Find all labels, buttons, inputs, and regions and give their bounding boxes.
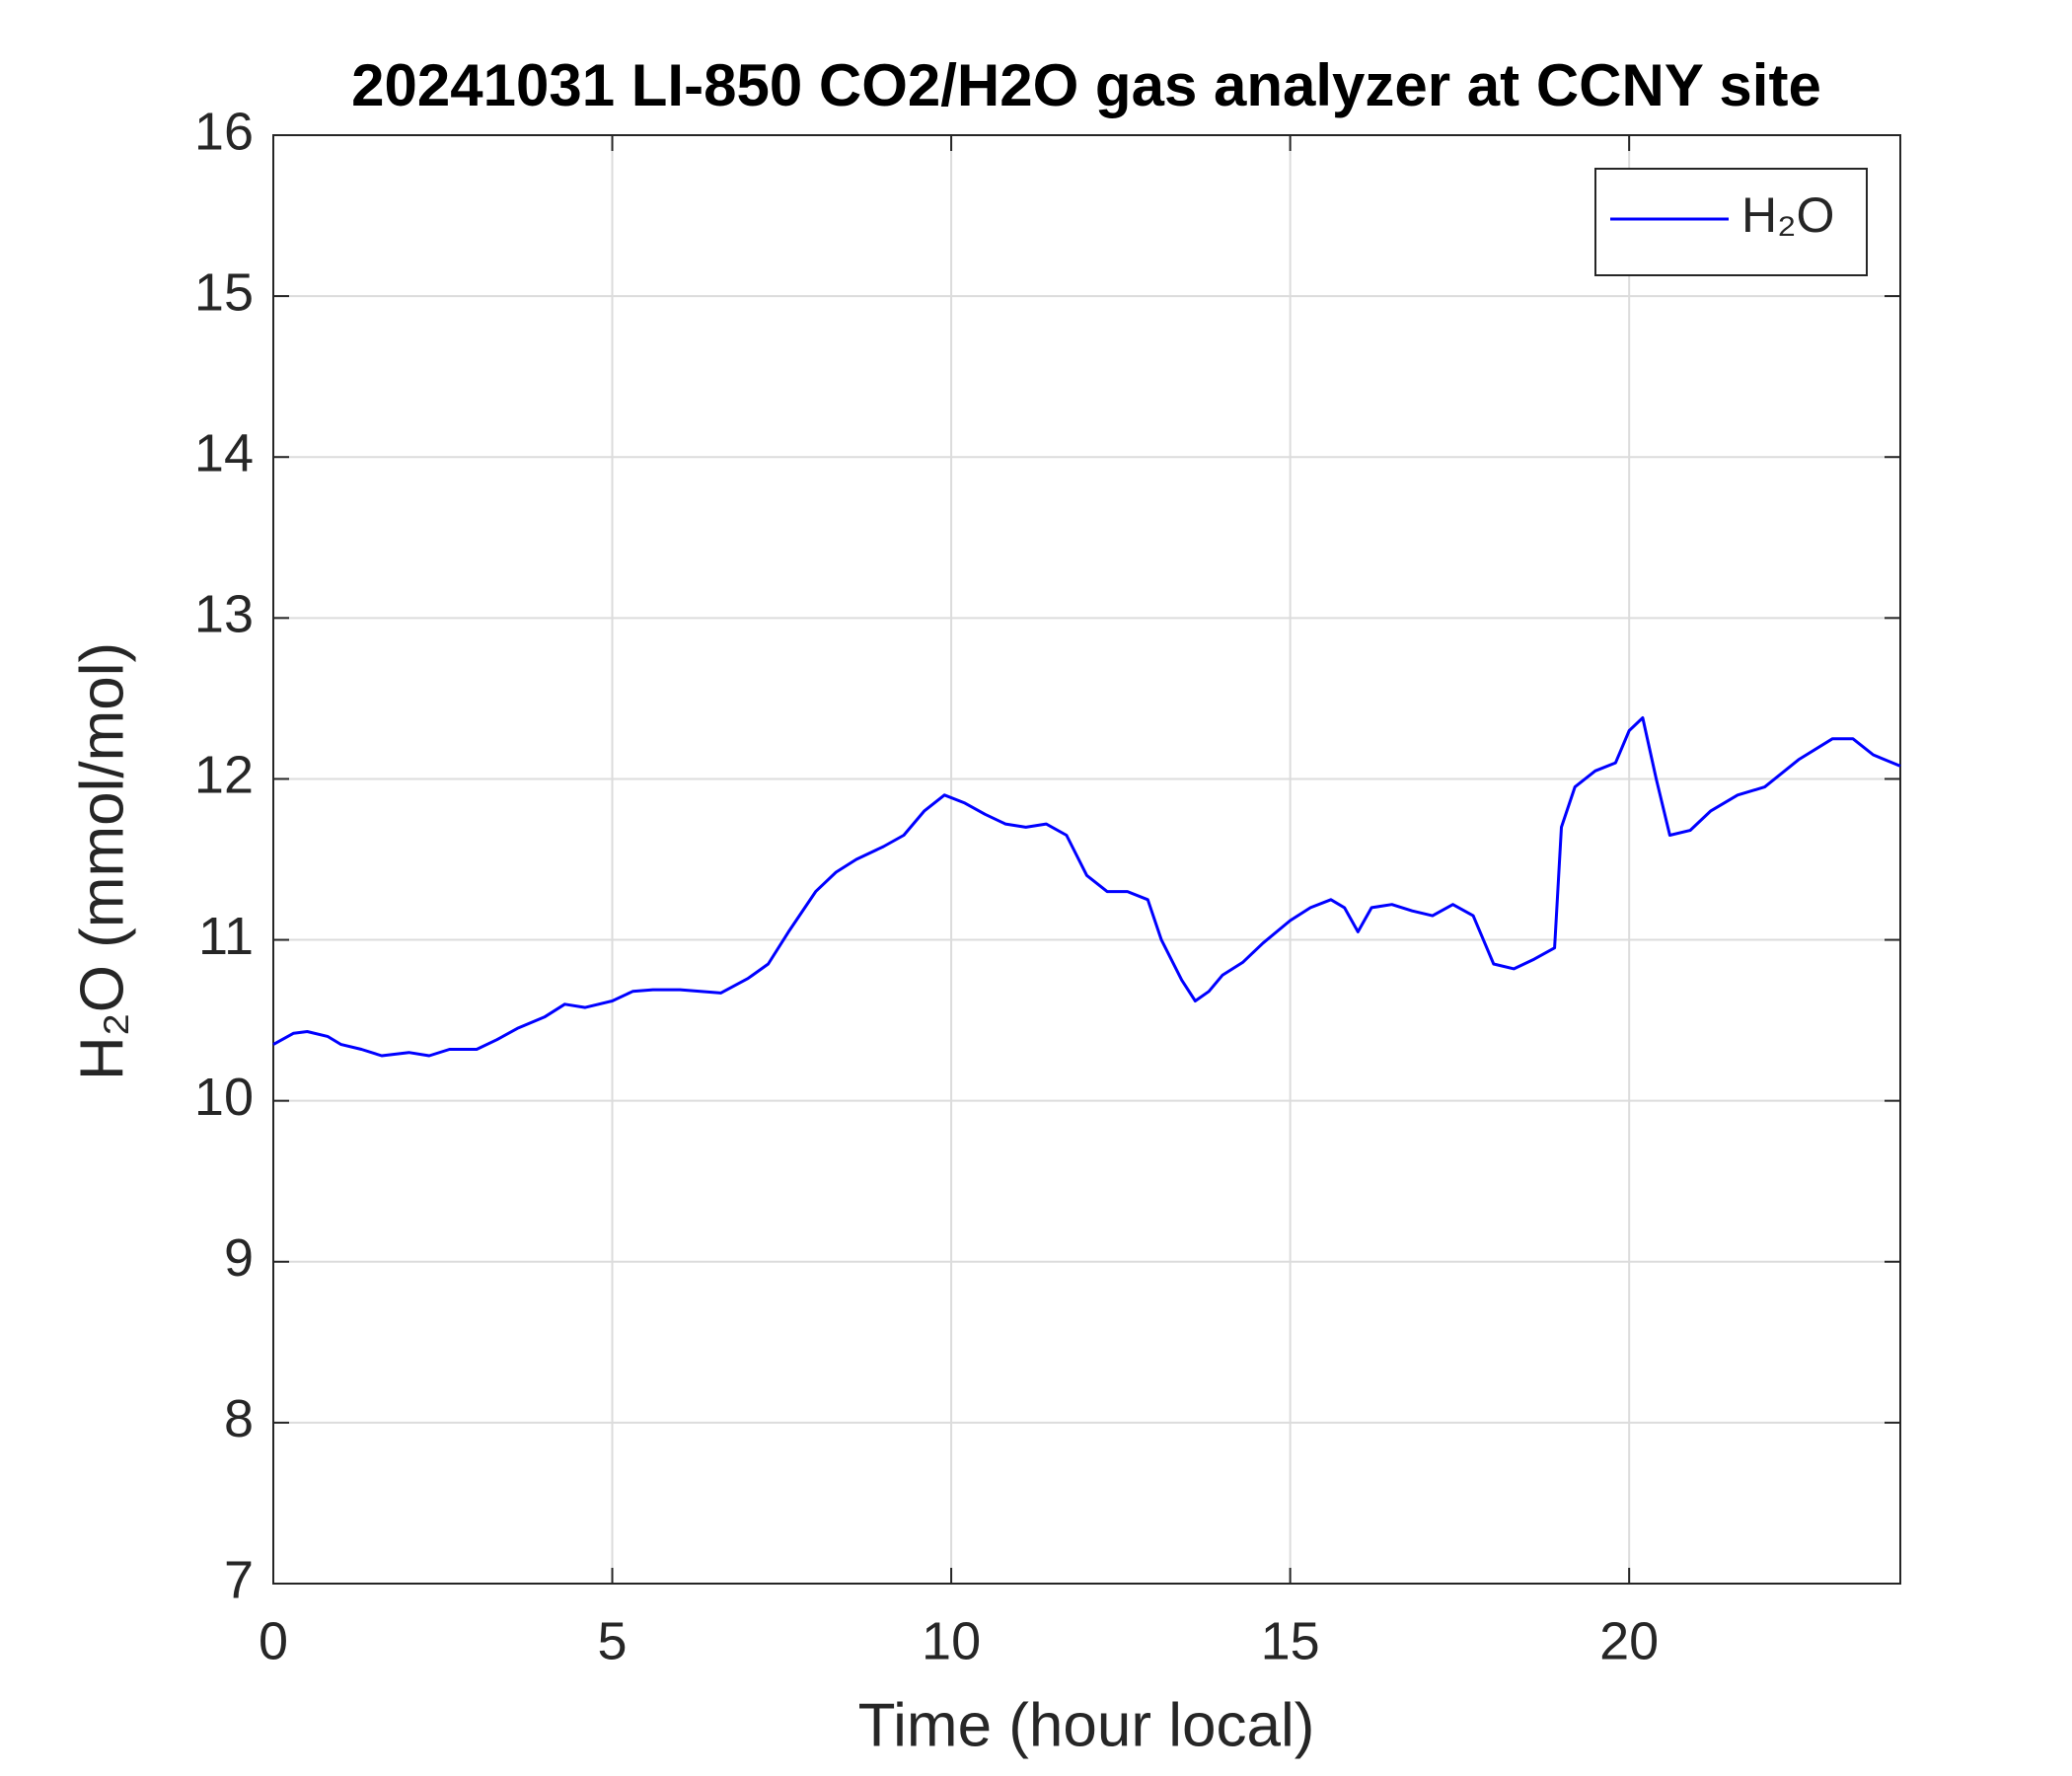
x-tick-label: 15 (1261, 1611, 1320, 1670)
x-tick-label: 20 (1599, 1611, 1659, 1670)
x-tick-label: 0 (259, 1611, 288, 1670)
y-tick-label: 13 (194, 585, 254, 644)
chart-title: 20241031 LI-850 CO2/H2O gas analyzer at … (351, 52, 1821, 118)
y-tick-label: 11 (198, 907, 254, 966)
y-tick-label: 16 (194, 102, 254, 161)
legend: H₂O (1594, 168, 1868, 276)
plot-frame (272, 134, 1901, 1585)
y-tick-label: 9 (224, 1228, 254, 1288)
legend-label: H₂O (1741, 187, 1834, 243)
y-tick-label: 12 (194, 746, 254, 805)
y-tick-label: 14 (194, 423, 254, 482)
y-tick-label: 8 (224, 1389, 254, 1448)
y-tick-label: 15 (194, 262, 254, 322)
x-tick-label: 10 (922, 1611, 981, 1670)
x-axis-label: Time (hour local) (858, 1691, 1315, 1759)
y-tick-label: 10 (194, 1068, 254, 1127)
x-tick-label: 5 (598, 1611, 628, 1670)
y-tick-label: 7 (224, 1550, 254, 1609)
y-axis-label: H₂O (mmol/mol) (68, 642, 136, 1080)
data-line (272, 716, 1901, 1058)
legend-box (1594, 168, 1868, 276)
